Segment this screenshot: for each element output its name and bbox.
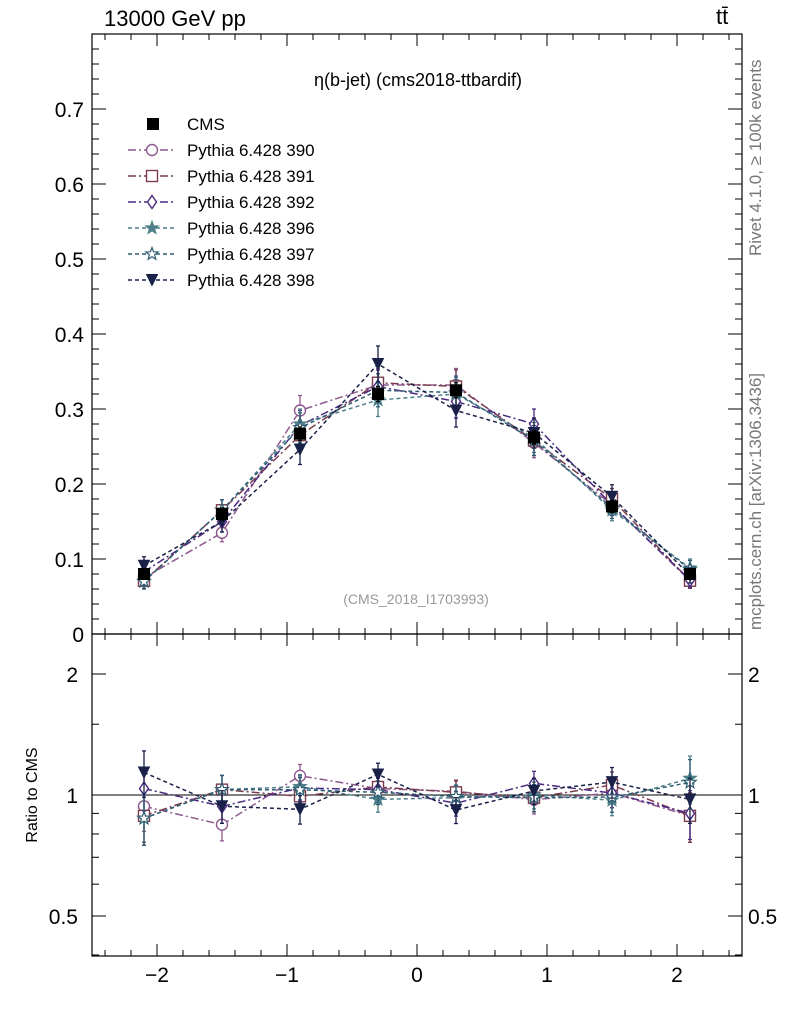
series-line-6	[143, 363, 691, 577]
y-tick-label: 0.7	[55, 99, 84, 122]
legend-label: Pythia 6.428 390	[187, 141, 315, 160]
legend-label: Pythia 6.428 398	[187, 271, 315, 290]
data-point	[450, 384, 462, 397]
ratio-tick-label-right: 1	[748, 785, 760, 808]
mcplots-label: mcplots.cern.ch [arXiv:1306.3436]	[746, 372, 765, 630]
ratio-tick-label: 2	[66, 664, 78, 687]
ratio-point	[370, 784, 386, 799]
ratio-point	[527, 785, 541, 798]
legend-label-cms: CMS	[187, 115, 225, 134]
legend-label: Pythia 6.428 391	[187, 167, 315, 186]
collision-label: 13000 GeV pp	[104, 6, 246, 31]
series-point	[293, 443, 307, 457]
ratio-point	[683, 793, 697, 807]
legend-label: Pythia 6.428 397	[187, 245, 315, 264]
y-tick-label: 0.6	[55, 174, 84, 197]
ratio-point	[293, 803, 307, 816]
series-line-5	[143, 389, 691, 583]
y-tick-label: 0.5	[55, 249, 84, 272]
legend-marker	[145, 143, 159, 157]
ratio-point	[449, 804, 463, 817]
series-line-2	[143, 382, 691, 582]
ratio-point	[136, 810, 152, 825]
data-point	[372, 388, 384, 400]
legend-marker	[144, 219, 160, 235]
data-point	[606, 500, 618, 513]
ratio-tick-label: 0.5	[49, 906, 78, 929]
data-point	[294, 427, 306, 440]
x-tick-label: 0	[411, 964, 423, 987]
y-tick-label: 0.3	[55, 399, 84, 422]
ratio-tick-label: 1	[66, 785, 78, 808]
ratio-point	[292, 781, 308, 797]
data-point	[684, 568, 696, 580]
axis-ticks	[92, 34, 742, 956]
y-tick-label: 0	[72, 624, 84, 647]
ratio-panel	[91, 633, 743, 957]
legend-marker	[145, 169, 159, 183]
ratio-line-3	[143, 782, 691, 815]
y-tick-label: 0.4	[55, 324, 85, 347]
legend-label: Pythia 6.428 396	[187, 219, 315, 238]
chart-title: η(b-jet) (cms2018-ttbardif)	[314, 70, 522, 90]
series-line-1	[143, 384, 691, 582]
ratio-point	[137, 766, 151, 780]
y-tick-label: 0.2	[55, 474, 84, 497]
series-line-4	[143, 393, 691, 583]
legend-label: Pythia 6.428 392	[187, 193, 315, 212]
series-point	[449, 404, 463, 418]
series-point	[605, 490, 619, 504]
legend-marker	[144, 245, 160, 261]
data-point	[528, 431, 540, 444]
series-line-3	[143, 385, 691, 581]
series-point	[371, 358, 385, 371]
ratio-point	[215, 800, 229, 813]
legend-marker	[146, 194, 158, 210]
legend-marker-cms	[147, 118, 159, 130]
series-point	[137, 559, 151, 573]
ratio-point	[605, 776, 619, 789]
y-tick-label: 0.1	[55, 549, 84, 572]
ratio-tick-label-right: 0.5	[748, 906, 777, 929]
legend-marker	[145, 274, 159, 287]
rivet-label: Rivet 4.1.0, ≥ 100k events	[746, 59, 765, 256]
process-label: tt̄	[716, 4, 729, 29]
ratio-axis-label: Ratio to CMS	[24, 747, 41, 842]
legend: CMS Pythia 6.428 390 Pythia 6.428 391 Pythi…	[128, 115, 315, 290]
x-tick-label: −1	[275, 964, 299, 987]
ratio-tick-label-right: 2	[748, 664, 760, 687]
ratio-line-6	[143, 771, 691, 811]
ratio-series-layer	[136, 750, 698, 846]
data-point	[216, 508, 228, 520]
data-point	[138, 568, 150, 580]
x-tick-label: 2	[671, 964, 683, 987]
ratio-point	[371, 768, 385, 782]
series-layer	[136, 345, 698, 590]
analysis-watermark: (CMS_2018_I1703993)	[343, 591, 489, 607]
x-tick-label: 1	[541, 964, 553, 987]
ratio-line-2	[143, 784, 691, 817]
tick-labels: −2 −1 0 1 2 0 0.1 0.2 0.3 0.4 0.5 0.6 0.7 0.5 0.5 1 1 2 2	[49, 99, 777, 987]
x-tick-label: −2	[145, 964, 169, 987]
